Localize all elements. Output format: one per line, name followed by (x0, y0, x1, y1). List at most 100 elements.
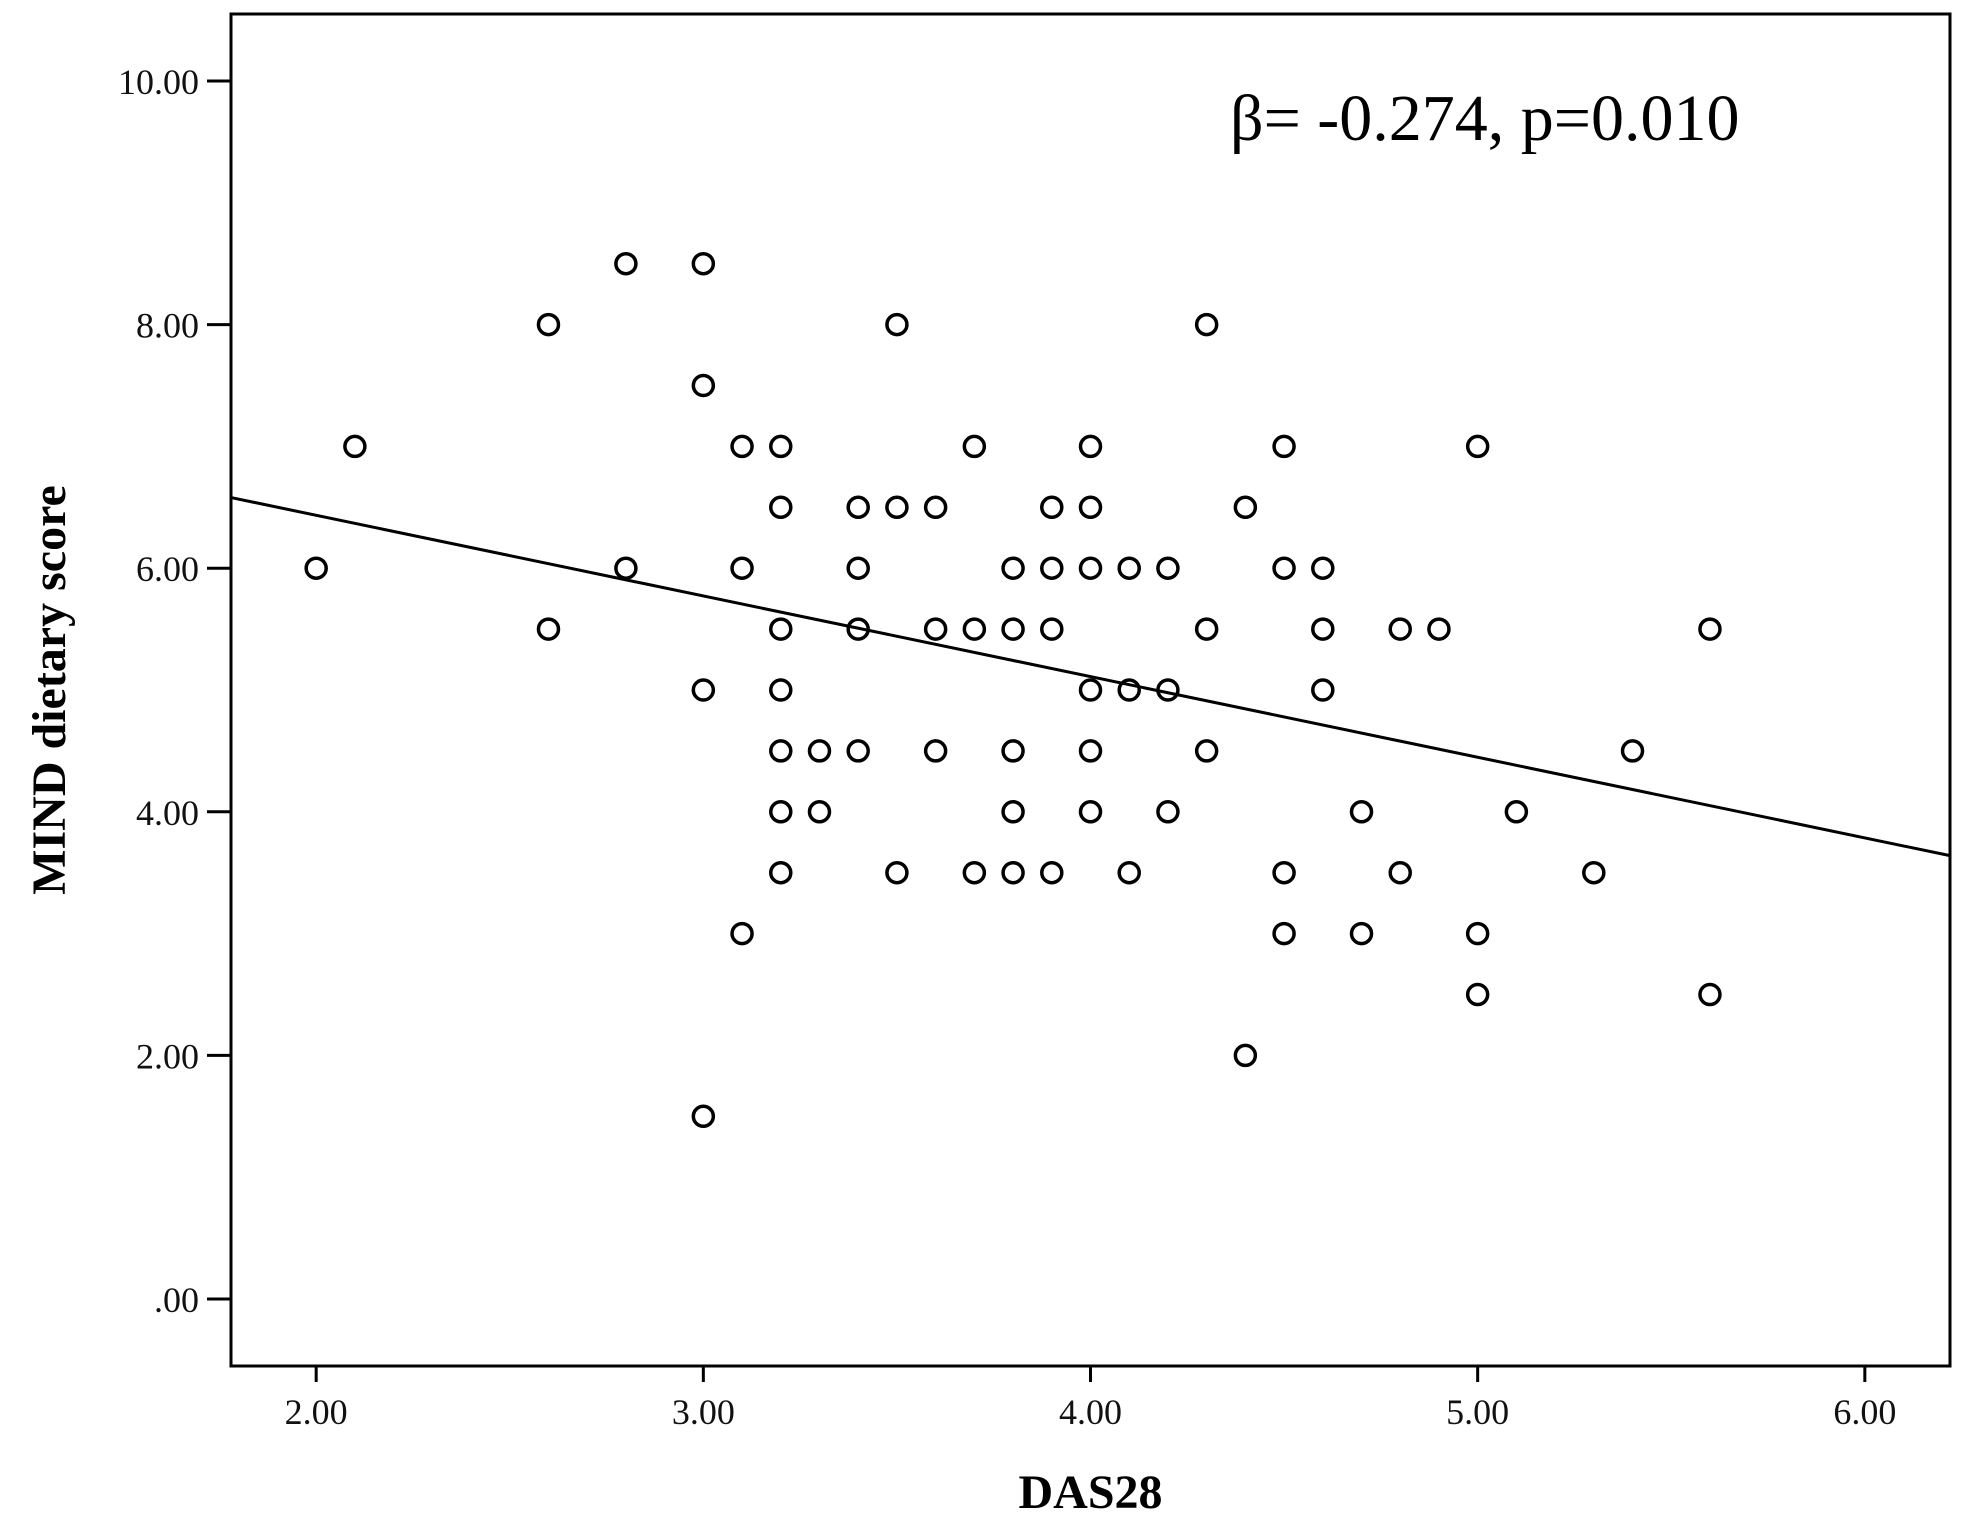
data-point (807, 739, 832, 763)
data-point (1001, 617, 1025, 641)
data-point (769, 800, 793, 824)
data-point (691, 251, 716, 276)
data-point (1698, 982, 1722, 1007)
data-point (1698, 617, 1722, 641)
data-point (1194, 617, 1219, 641)
data-point (1040, 495, 1064, 520)
data-point (1349, 800, 1374, 824)
data-point (1465, 921, 1490, 946)
data-point (769, 739, 793, 763)
data-point (1311, 556, 1335, 580)
data-point (1233, 1043, 1258, 1068)
data-point (730, 556, 754, 580)
data-point (1349, 921, 1374, 946)
data-point (1117, 556, 1141, 580)
y-tick-label: 10.00 (118, 62, 199, 102)
data-point (885, 312, 909, 337)
data-point (769, 495, 793, 520)
data-point (885, 860, 909, 885)
data-point (1040, 860, 1064, 885)
data-point (846, 739, 870, 763)
data-point (885, 495, 909, 520)
data-point (1156, 556, 1180, 580)
y-axis-title: MIND dietary score (23, 485, 76, 895)
stat-annotation: β= -0.274, p=0.010 (1230, 82, 1740, 155)
regression-line-layer (230, 496, 1951, 858)
data-point (1620, 739, 1645, 763)
data-point (1311, 617, 1335, 641)
data-point (691, 1104, 716, 1129)
data-point (1001, 739, 1025, 763)
regression-line (230, 496, 1951, 858)
data-point (691, 373, 716, 398)
x-tick-label: 3.00 (672, 1392, 735, 1432)
x-tick-label: 4.00 (1059, 1392, 1122, 1432)
data-point (769, 678, 793, 702)
x-axis-title: DAS28 (1018, 1466, 1162, 1519)
data-point (614, 556, 638, 580)
y-tick-label: .00 (154, 1280, 199, 1320)
y-tick-label: 2.00 (136, 1036, 199, 1076)
data-point (1233, 495, 1258, 520)
data-point (1465, 434, 1490, 459)
y-tick-label: 6.00 (136, 549, 199, 589)
data-points (304, 251, 1722, 1129)
data-point (1078, 678, 1103, 702)
data-point (1156, 800, 1180, 824)
data-point (730, 434, 754, 459)
data-point (536, 312, 561, 337)
data-point (1465, 982, 1490, 1007)
data-point (769, 434, 793, 459)
data-point (1078, 495, 1103, 520)
data-point (1078, 434, 1103, 459)
data-point (614, 251, 638, 276)
data-point (1427, 617, 1451, 641)
data-point (1040, 556, 1064, 580)
axis-ticks: 2.00 3.00 4.00 5.00 6.00 .00 2.00 4.00 6.00 8.00 1… (118, 62, 1896, 1432)
data-point (691, 678, 716, 702)
data-point (1194, 739, 1219, 763)
data-point (1040, 617, 1064, 641)
data-point (1001, 800, 1025, 824)
data-point (923, 495, 948, 520)
data-point (1388, 617, 1412, 641)
data-point (923, 739, 948, 763)
data-point (1001, 556, 1025, 580)
data-point (1272, 921, 1296, 946)
data-point (769, 860, 793, 885)
data-point (769, 617, 793, 641)
data-point (1156, 678, 1180, 702)
data-point (536, 617, 561, 641)
data-point (343, 434, 367, 459)
data-point (1272, 434, 1296, 459)
data-point (1504, 800, 1529, 824)
data-point (807, 800, 832, 824)
x-tick-label: 2.00 (285, 1392, 348, 1432)
x-tick-label: 6.00 (1833, 1392, 1896, 1432)
x-tick-label: 5.00 (1446, 1392, 1509, 1432)
data-point (1582, 860, 1606, 885)
data-point (1001, 860, 1025, 885)
data-point (1388, 860, 1412, 885)
data-point (962, 617, 987, 641)
y-tick-label: 8.00 (136, 306, 199, 346)
data-point (1272, 556, 1296, 580)
data-point (304, 556, 328, 580)
data-point (730, 921, 754, 946)
data-point (1078, 739, 1103, 763)
data-point (962, 434, 987, 459)
data-point (962, 860, 987, 885)
data-point (846, 556, 870, 580)
data-point (1117, 860, 1141, 885)
data-point (1078, 556, 1103, 580)
data-point (846, 495, 870, 520)
data-point (1117, 678, 1141, 702)
plot-frame (229, 12, 1952, 1368)
y-tick-label: 4.00 (136, 793, 199, 833)
data-point (1078, 800, 1103, 824)
data-point (1272, 860, 1296, 885)
data-point (1311, 678, 1335, 702)
data-point (846, 617, 870, 641)
data-point (923, 617, 948, 641)
